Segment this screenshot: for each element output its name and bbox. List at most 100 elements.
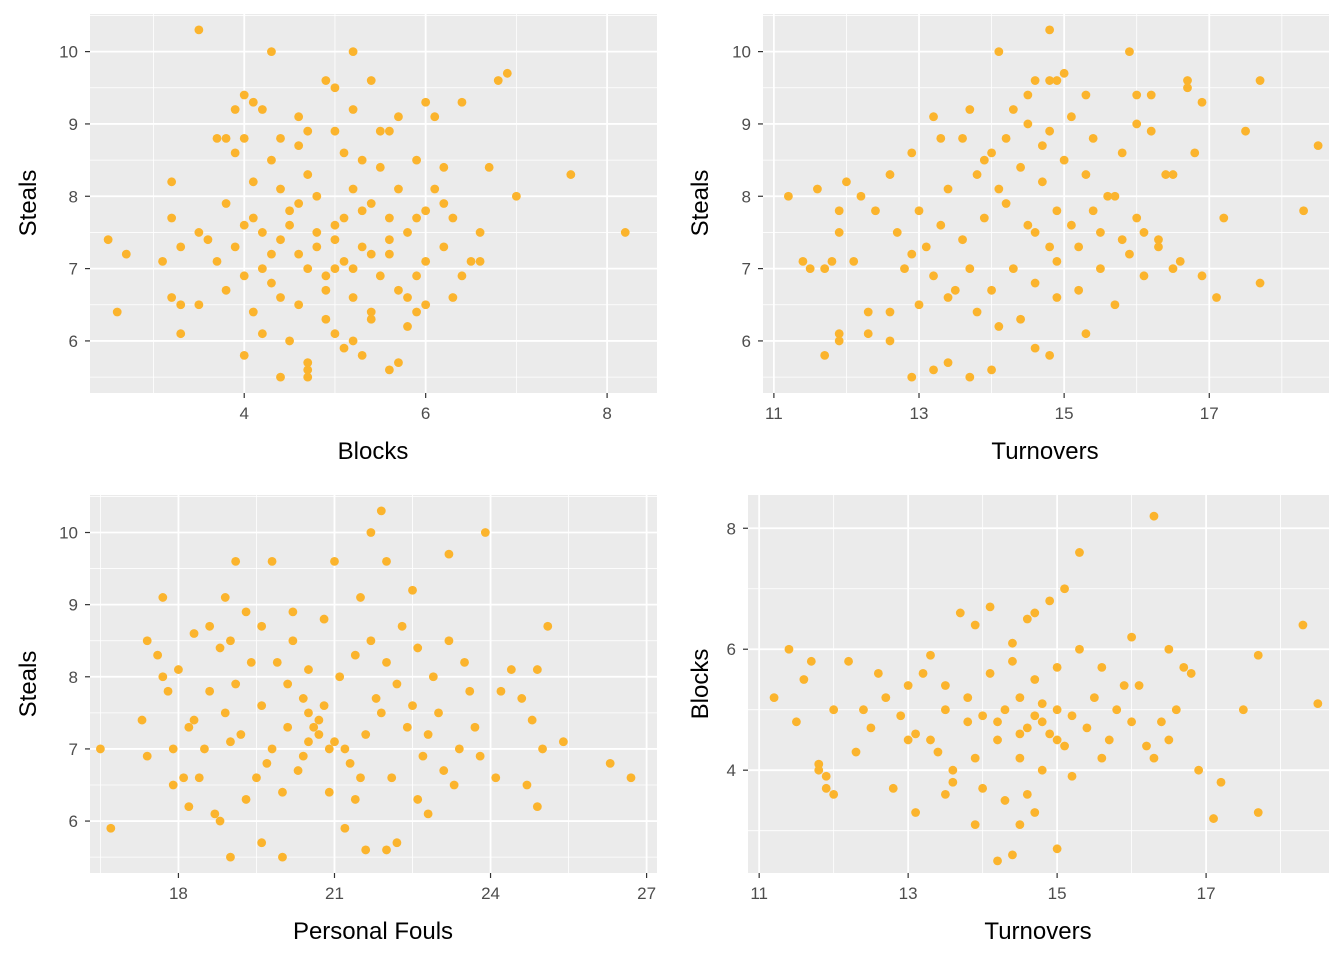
data-point xyxy=(921,242,931,252)
data-point xyxy=(1060,584,1069,594)
plot-background xyxy=(90,495,657,873)
data-point xyxy=(194,25,204,35)
data-point xyxy=(394,358,403,368)
data-point xyxy=(239,271,249,281)
data-point xyxy=(929,271,938,281)
data-point xyxy=(321,285,331,295)
data-point xyxy=(1183,76,1192,85)
data-point xyxy=(1075,548,1084,557)
data-point xyxy=(298,694,308,703)
data-point xyxy=(940,681,950,690)
data-point xyxy=(1045,596,1055,606)
data-point xyxy=(885,170,895,179)
data-point xyxy=(829,705,839,715)
x-tick-label: 13 xyxy=(899,884,918,903)
data-point xyxy=(1096,264,1105,273)
data-point xyxy=(434,708,443,718)
data-point xyxy=(820,264,830,273)
y-tick-label: 9 xyxy=(69,596,78,615)
data-point xyxy=(948,777,958,787)
data-point xyxy=(1001,199,1011,208)
data-point xyxy=(1082,723,1092,733)
data-point xyxy=(248,213,258,223)
data-point xyxy=(176,242,186,252)
data-point xyxy=(903,735,913,745)
data-point xyxy=(304,708,313,718)
data-point xyxy=(413,795,423,804)
data-point xyxy=(1023,220,1033,230)
data-point xyxy=(1066,112,1076,122)
data-point xyxy=(1016,162,1026,172)
data-point xyxy=(1052,76,1062,85)
data-point xyxy=(820,350,830,360)
data-point xyxy=(1052,735,1062,745)
data-point xyxy=(324,744,334,754)
data-point xyxy=(203,235,213,245)
data-point xyxy=(783,191,793,201)
y-axis-title: Steals xyxy=(15,651,42,718)
data-point xyxy=(267,278,276,288)
x-tick-label: 8 xyxy=(602,404,611,423)
x-tick-label: 13 xyxy=(910,404,929,423)
x-tick-label: 11 xyxy=(750,884,768,903)
data-point xyxy=(1000,796,1010,805)
data-point xyxy=(168,780,178,790)
data-point xyxy=(348,336,358,346)
data-point xyxy=(189,715,199,725)
data-point xyxy=(799,675,809,684)
y-axis-title: Steals xyxy=(687,170,714,237)
data-point xyxy=(96,744,105,754)
data-point xyxy=(421,256,431,266)
data-point xyxy=(205,621,215,631)
data-point xyxy=(1219,213,1229,223)
data-point xyxy=(493,76,503,85)
data-point xyxy=(121,249,131,259)
data-point xyxy=(412,155,421,165)
data-point xyxy=(394,285,403,295)
data-point xyxy=(955,608,965,618)
data-point xyxy=(158,593,168,602)
data-point xyxy=(449,780,459,790)
data-point xyxy=(1197,97,1207,107)
data-point xyxy=(158,672,168,682)
data-point xyxy=(267,47,276,57)
data-point xyxy=(339,256,349,266)
data-point xyxy=(1313,141,1323,151)
data-point xyxy=(851,747,861,757)
data-point xyxy=(1059,68,1069,78)
data-point xyxy=(163,686,173,696)
data-point xyxy=(137,715,147,725)
data-point xyxy=(241,795,251,804)
data-point xyxy=(814,765,824,775)
data-point xyxy=(842,177,851,187)
data-point xyxy=(543,621,553,631)
data-point xyxy=(1194,765,1204,775)
data-point xyxy=(517,694,527,703)
data-point xyxy=(257,228,267,237)
data-point xyxy=(384,235,394,245)
data-point xyxy=(821,771,831,781)
data-point xyxy=(1088,134,1098,143)
data-point xyxy=(958,235,967,245)
data-point xyxy=(491,773,501,783)
data-point xyxy=(423,730,433,739)
data-point xyxy=(421,206,431,216)
y-tick-label: 9 xyxy=(742,115,751,134)
data-point xyxy=(319,701,329,711)
data-point xyxy=(1030,608,1040,618)
data-point xyxy=(384,365,394,375)
data-point xyxy=(375,126,385,136)
data-point xyxy=(220,593,230,602)
data-point xyxy=(257,264,267,273)
data-point xyxy=(1212,293,1221,302)
data-point xyxy=(303,365,313,375)
data-point xyxy=(454,744,464,754)
data-point xyxy=(784,644,794,654)
data-point xyxy=(1045,729,1055,739)
y-axis-title: Blocks xyxy=(687,649,714,720)
data-point xyxy=(382,556,391,566)
data-point xyxy=(834,206,844,216)
x-tick-label: 15 xyxy=(1055,404,1074,423)
data-point xyxy=(408,585,417,595)
data-point xyxy=(1081,170,1091,179)
